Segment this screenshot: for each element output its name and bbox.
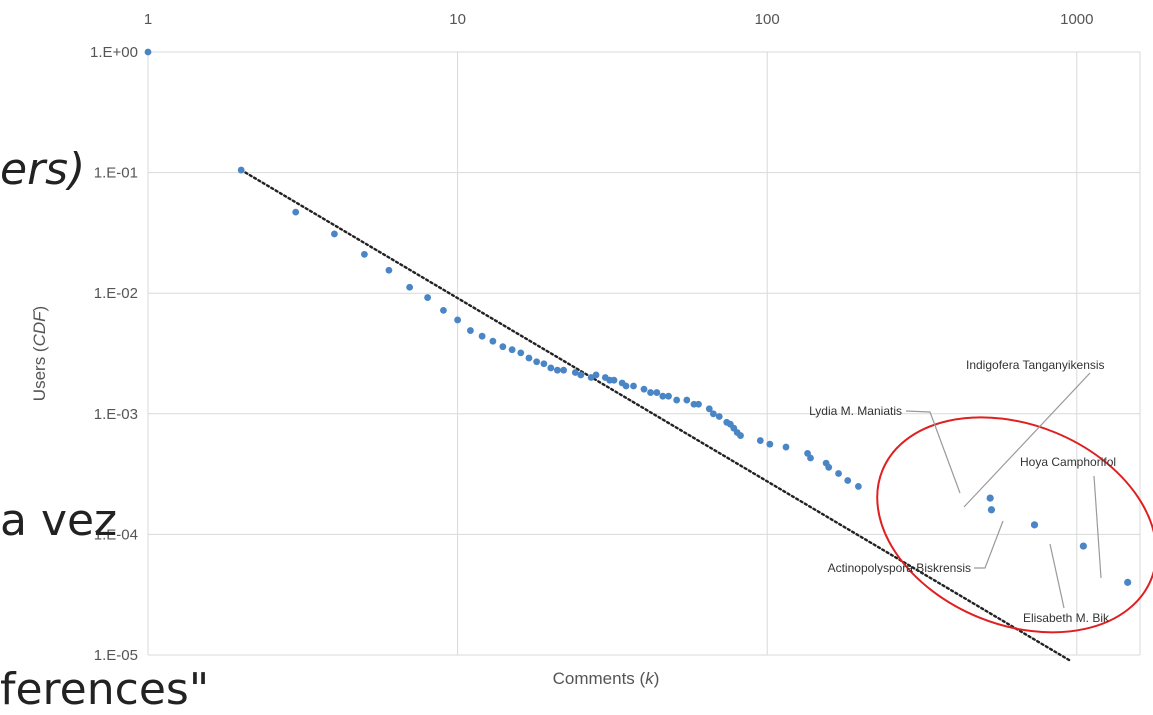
- leader-line: [963, 372, 1091, 508]
- data-point: [237, 166, 245, 174]
- axes: 1 10 100 1000 1.E+00 1.E-01 1.E-02 1.E-03 1.E-04…: [30, 11, 1093, 688]
- data-point: [406, 283, 414, 291]
- data-point: [756, 437, 764, 444]
- data-point: [144, 48, 152, 56]
- annotation-leaders: [905, 372, 1102, 609]
- data-point: [673, 396, 681, 404]
- outlier-label: Elisabeth M. Bik: [1023, 611, 1110, 625]
- data-point: [665, 392, 672, 400]
- fit-line-group: [239, 168, 1072, 662]
- highlight-group: [876, 416, 1153, 634]
- y-tick-label: 1.E-02: [94, 285, 138, 302]
- data-point: [560, 366, 568, 374]
- data-point: [533, 358, 541, 366]
- data-point: [547, 364, 555, 372]
- annotation-labels: Indigofera Tanganyikensis Lydia M. Maniat…: [809, 358, 1116, 625]
- data-point: [592, 371, 600, 379]
- data-point: [440, 307, 447, 314]
- data-point: [630, 382, 637, 390]
- y-tick-label: 1.E-05: [94, 647, 138, 664]
- data-point: [683, 396, 691, 404]
- slide-text-line-2: a vez: [0, 495, 118, 546]
- data-point: [610, 376, 618, 384]
- data-point: [499, 343, 507, 351]
- data-point: [782, 443, 790, 451]
- outlier-label: Indigofera Tanganyikensis: [966, 358, 1105, 372]
- data-point: [705, 405, 713, 413]
- data-point: [454, 316, 462, 324]
- slide-text-line-3: ferences": [0, 664, 210, 715]
- data-point: [571, 369, 579, 376]
- data-point: [292, 208, 300, 216]
- outlier-point: [1124, 578, 1132, 586]
- data-point: [640, 385, 648, 393]
- y-tick-label: 1.E+00: [90, 44, 138, 61]
- data-point: [467, 327, 474, 334]
- data-point: [825, 463, 833, 471]
- y-tick-label: 1.E-01: [94, 165, 138, 182]
- data-point: [807, 454, 814, 462]
- data-point: [835, 470, 842, 477]
- outlier-point: [1030, 521, 1039, 529]
- leader-line: [905, 410, 961, 494]
- x-tick-label: 10: [449, 11, 466, 28]
- data-point: [844, 477, 852, 484]
- x-tick-label: 1000: [1060, 11, 1093, 28]
- x-tick-label: 1: [144, 11, 152, 28]
- data-point: [695, 400, 702, 408]
- data-point: [525, 354, 533, 362]
- data-point: [330, 230, 338, 238]
- data-point: [553, 366, 561, 374]
- outlier-label: Actinopolyspora Biskrensis: [828, 561, 971, 575]
- outlier-label: Hoya Camphorifol: [1020, 455, 1116, 469]
- grid: [147, 51, 1141, 656]
- leader-line: [974, 520, 1004, 569]
- data-point: [489, 337, 497, 345]
- data-point: [517, 349, 525, 357]
- leader-line: [1093, 475, 1102, 579]
- data-point: [424, 294, 431, 301]
- data-point: [854, 483, 862, 490]
- x-tick-label: 100: [755, 11, 780, 28]
- data-point: [737, 432, 744, 439]
- data-point: [361, 250, 368, 258]
- outlier-label: Lydia M. Maniatis: [809, 404, 902, 418]
- fit-line: [239, 168, 1072, 662]
- data-point: [577, 371, 585, 379]
- y-axis-title: Users (CDF): [30, 306, 49, 401]
- data-point: [540, 360, 548, 368]
- highlight-ellipse: [876, 416, 1153, 634]
- data-point: [508, 346, 516, 354]
- data-point: [622, 382, 630, 390]
- data-point: [385, 266, 393, 274]
- data-points: [144, 48, 1132, 586]
- data-point: [647, 389, 654, 396]
- data-point: [653, 389, 661, 396]
- x-axis-title: Comments (k): [553, 669, 660, 688]
- outlier-point: [986, 494, 994, 502]
- data-point: [659, 392, 667, 400]
- y-tick-label: 1.E-03: [94, 406, 138, 423]
- outlier-point: [1079, 542, 1087, 550]
- y-tick-label: 1.E-04: [94, 526, 138, 543]
- leader-line: [1049, 543, 1065, 609]
- data-point: [715, 413, 723, 420]
- data-point: [709, 410, 717, 418]
- outlier-point: [987, 506, 996, 514]
- data-point: [766, 440, 774, 448]
- data-point: [478, 332, 486, 340]
- slide-text-line-1: ers): [0, 144, 86, 195]
- scatter-chart: 1 10 100 1000 1.E+00 1.E-01 1.E-02 1.E-03 1.E-04…: [30, 11, 1153, 688]
